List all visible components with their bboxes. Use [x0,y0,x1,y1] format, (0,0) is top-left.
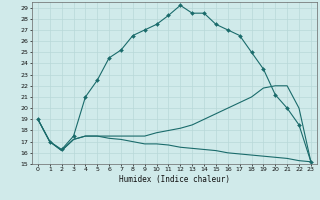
X-axis label: Humidex (Indice chaleur): Humidex (Indice chaleur) [119,175,230,184]
